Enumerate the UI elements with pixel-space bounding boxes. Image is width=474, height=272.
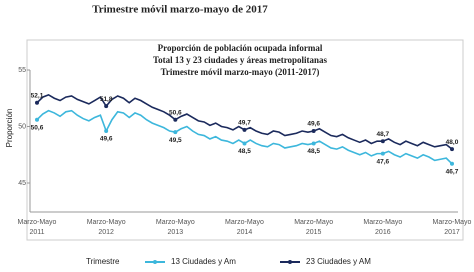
point-marker [242, 127, 247, 132]
legend-label: 23 Ciudades y AM [306, 257, 371, 266]
point-marker [311, 129, 316, 134]
data-label: 49,7 [238, 120, 251, 127]
data-label: 48,0 [446, 139, 459, 146]
chart-subtitle: Total 13 y 23 ciudades y áreas metropoli… [153, 55, 328, 65]
data-label: 49,5 [169, 137, 182, 144]
x-tick-label: Marzo-Mayo 2012 [87, 219, 126, 236]
x-tick-label: Marzo-Mayo 2014 [225, 219, 264, 236]
chart-subtitle: Trimestre móvil marzo-mayo (2011-2017) [161, 67, 320, 77]
legend-label: 13 Ciudades y Am [171, 257, 236, 266]
point-marker [173, 130, 178, 135]
point-marker [242, 141, 247, 146]
point-marker [450, 161, 454, 166]
chart-frame [26, 39, 464, 241]
x-tick-label: Marzo-Mayo 2015 [294, 219, 333, 236]
y-axis-label: Proporción [5, 109, 14, 148]
x-tick-label: Marzo-Mayo 2017 [433, 219, 472, 236]
data-label: 50,6 [31, 124, 44, 131]
data-label: 49,6 [307, 121, 320, 128]
data-label: 47,6 [377, 158, 390, 165]
point-marker [380, 139, 385, 144]
chart-title: Trimestre móvil marzo-mayo de 2017 [92, 4, 268, 16]
point-marker [104, 129, 109, 134]
chart-subtitle: Proporción de población ocupada informal [158, 43, 323, 53]
y-tick-label: 45 [18, 180, 26, 187]
data-label: 46,7 [446, 169, 459, 176]
point-marker [35, 117, 39, 122]
data-label: 48,5 [238, 148, 251, 155]
legend-marker [153, 260, 157, 264]
data-label: 49,6 [100, 136, 113, 143]
data-label: 48,7 [377, 131, 390, 138]
y-tick-label: 50 [18, 123, 26, 130]
point-marker [450, 147, 454, 152]
point-marker [35, 100, 39, 105]
data-label: 52,1 [31, 92, 44, 99]
data-label: 50,6 [169, 109, 182, 116]
y-tick-label: 55 [18, 67, 26, 74]
point-marker [380, 151, 385, 156]
data-label: 48,5 [307, 148, 320, 155]
legend-title: Trimestre [86, 257, 120, 266]
data-label: 51,8 [100, 96, 113, 103]
point-marker [104, 104, 109, 109]
x-tick-label: Marzo-Mayo 2013 [156, 219, 195, 236]
x-tick-label: Marzo-Mayo 2016 [363, 219, 402, 236]
x-tick-label: Marzo-Mayo 2011 [18, 219, 57, 236]
point-marker [311, 141, 316, 146]
point-marker [173, 117, 178, 122]
legend-marker [288, 260, 292, 264]
